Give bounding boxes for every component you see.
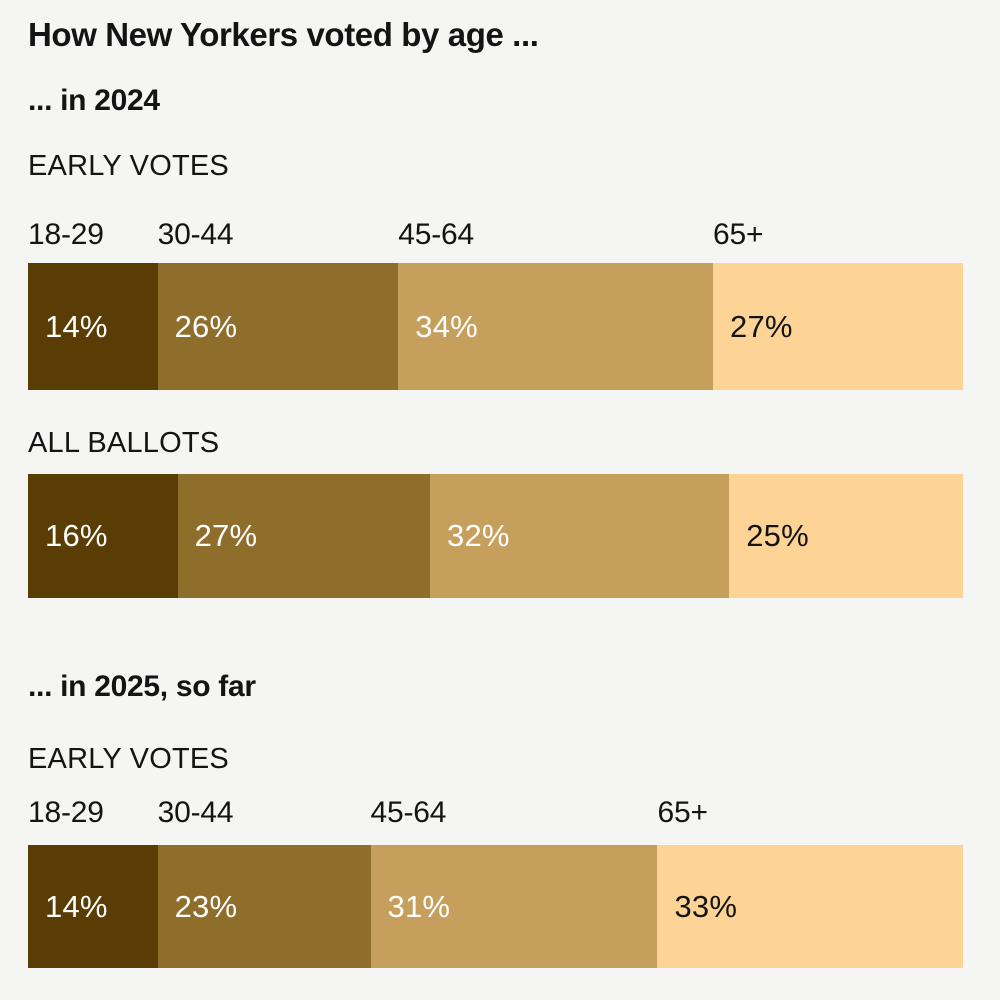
category-label: 45-64 [398, 218, 475, 251]
bar-segment: 32% [430, 474, 730, 598]
category-label: 18-29 [28, 218, 104, 251]
bar-segment: 27% [713, 263, 963, 390]
bar-label-early-votes-2025: EARLY VOTES [28, 743, 229, 775]
bar-segment: 34% [398, 263, 714, 390]
stacked-bar: 16% 27% 32% 25% [28, 474, 963, 598]
category-label: 45-64 [370, 796, 447, 829]
category-label: 30-44 [157, 218, 234, 251]
bar-segment: 23% [157, 845, 371, 968]
bar-segment: 14% [28, 263, 158, 390]
stacked-bar: 14% 23% 31% 33% [28, 845, 963, 968]
stacked-bar: 14% 26% 34% 27% [28, 263, 963, 390]
category-labels: 18-29 30-44 45-64 65+ [28, 212, 963, 252]
bar-segment: 16% [28, 474, 178, 598]
category-labels: 18-29 30-44 45-64 65+ [28, 790, 963, 830]
category-label: 18-29 [28, 796, 104, 829]
bar-segment: 26% [157, 263, 399, 390]
bar-label-all-ballots-2024: ALL BALLOTS [28, 427, 220, 459]
section-heading-2025: ... in 2025, so far [28, 670, 256, 703]
category-label: 65+ [713, 218, 764, 251]
category-label: 65+ [657, 796, 708, 829]
section-heading-2024: ... in 2024 [28, 84, 160, 117]
bar-label-early-votes-2024: EARLY VOTES [28, 150, 229, 182]
bar-segment: 14% [28, 845, 158, 968]
bar-segment: 33% [657, 845, 963, 968]
category-label: 30-44 [157, 796, 234, 829]
bar-segment: 25% [729, 474, 963, 598]
bar-segment: 27% [177, 474, 431, 598]
chart-title: How New Yorkers voted by age ... [28, 16, 539, 53]
bar-segment: 31% [370, 845, 658, 968]
